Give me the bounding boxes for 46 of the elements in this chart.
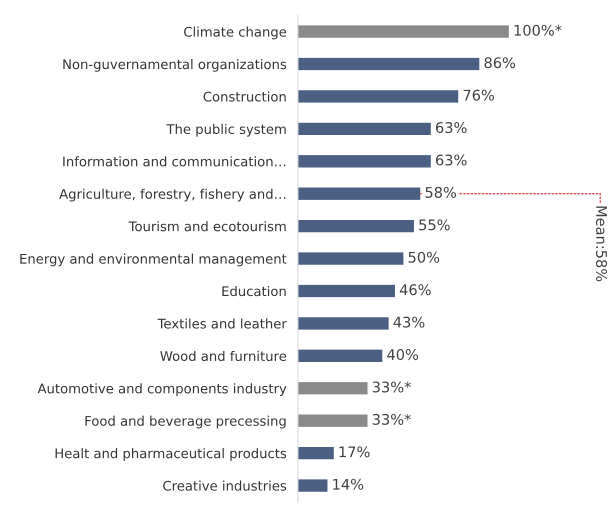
- y-tick-label: Climate change: [184, 26, 286, 40]
- data-label: 76%: [464, 90, 494, 101]
- data-label: 63%: [436, 122, 467, 134]
- y-tick-label: Information and communication…: [63, 156, 286, 166]
- y-tick-label: Textiles and leather: [158, 318, 287, 329]
- data-label: 14%: [333, 478, 364, 490]
- bar: [298, 350, 382, 362]
- data-label: 86%: [484, 57, 516, 68]
- bar: [298, 284, 395, 298]
- bar: [298, 414, 368, 427]
- y-tick-label: Energy and environmental management: [20, 254, 286, 266]
- data-label: 100%*: [514, 24, 562, 36]
- data-label: 50%: [408, 252, 440, 263]
- y-tick-label: Agriculture, forestry, fishery and…: [59, 188, 286, 202]
- bar: [298, 58, 480, 70]
- y-tick-label: Construction: [204, 91, 286, 102]
- bar: [298, 446, 334, 460]
- y-tick-label: Tourism and ecotourism: [128, 221, 286, 232]
- y-tick-label: Automotive and components industry: [38, 383, 286, 396]
- data-label: 55%: [419, 219, 450, 230]
- bar: [298, 155, 431, 168]
- bar: [298, 122, 431, 136]
- y-tick-label: Wood and furniture: [160, 350, 286, 362]
- data-label: 46%: [400, 284, 431, 296]
- y-tick-label: Creative industries: [163, 480, 286, 491]
- data-label: 40%: [387, 349, 418, 360]
- bar: [298, 188, 420, 200]
- y-tick-label: The public system: [166, 124, 286, 137]
- bar: [298, 90, 458, 103]
- data-label: 58%: [426, 186, 456, 198]
- y-tick-label: Non-guvernamental organizations: [63, 58, 286, 72]
- bar: [298, 479, 328, 492]
- bar: [298, 25, 509, 38]
- data-label: 63%: [436, 154, 467, 166]
- bar: [298, 317, 389, 330]
- bar: [298, 220, 414, 232]
- data-label: 33%*: [372, 381, 411, 392]
- data-label: 43%: [394, 316, 424, 328]
- bar: [298, 252, 404, 265]
- data-label: 33%*: [372, 414, 411, 425]
- bar: [298, 382, 368, 394]
- data-label: 17%: [340, 446, 370, 458]
- y-tick-label: Education: [222, 286, 286, 296]
- y-tick-label: Healt and pharmaceutical products: [56, 448, 286, 461]
- y-tick-label: Food and beverage precessing: [85, 416, 286, 428]
- annotation: Mean:58%: [596, 206, 608, 282]
